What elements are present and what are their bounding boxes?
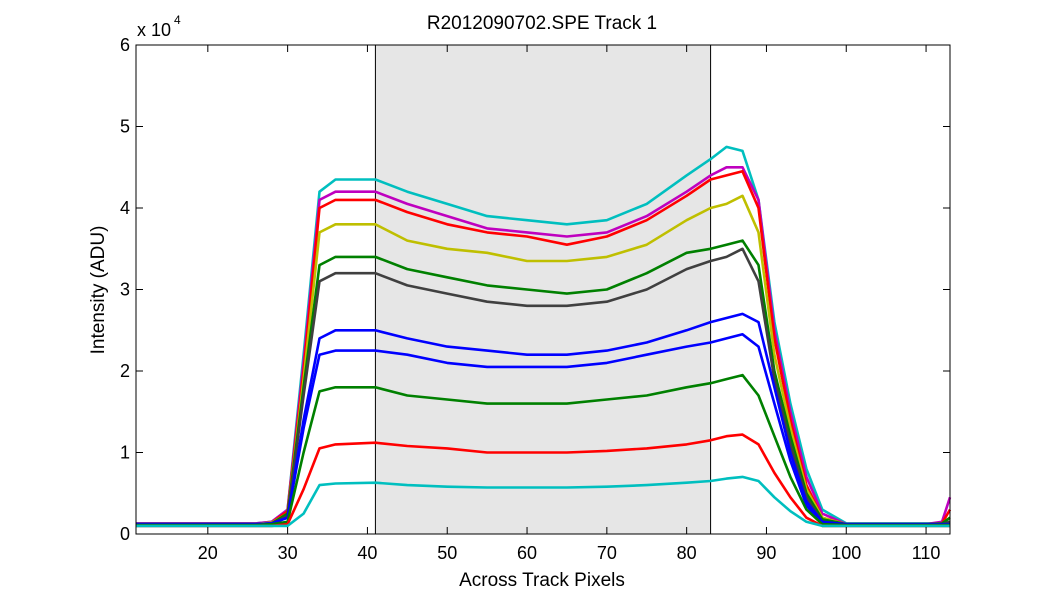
series-line-9 <box>136 373 950 527</box>
series-group <box>136 145 952 528</box>
y-tick-label: 2 <box>120 361 130 381</box>
y-multiplier-label: x 10 <box>137 20 171 40</box>
x-axis-label: Across Track Pixels <box>459 570 625 591</box>
chart-title: R2012090702.SPE Track 1 <box>427 13 657 34</box>
x-tick-label: 20 <box>198 543 218 563</box>
y-tick-label: 0 <box>120 524 130 544</box>
series-line-11 <box>136 475 950 528</box>
y-tick-label: 1 <box>120 443 130 463</box>
x-tick-label: 40 <box>357 543 377 563</box>
y-tick-label: 6 <box>120 35 130 55</box>
y-axis-label: Intensity (ADU) <box>88 226 109 355</box>
y-axis-ticks: 0 1 2 3 4 5 6 <box>120 35 950 544</box>
x-tick-label: 110 <box>912 543 941 563</box>
y-tick-label: 4 <box>120 198 130 218</box>
y-tick-label: 5 <box>120 117 130 137</box>
x-tick-label: 70 <box>597 543 617 563</box>
x-tick-label: 100 <box>831 543 861 563</box>
y-tick-label: 3 <box>120 280 130 300</box>
x-axis-ticks: 20 30 40 50 60 70 80 90 100 110 <box>198 45 941 563</box>
y-multiplier-exponent: 4 <box>174 13 181 27</box>
x-tick-label: 80 <box>677 543 697 563</box>
x-tick-label: 30 <box>278 543 298 563</box>
x-tick-label: 50 <box>437 543 457 563</box>
x-tick-label: 60 <box>517 543 537 563</box>
x-tick-label: 90 <box>756 543 776 563</box>
plot-area: 20 30 40 50 60 70 80 90 100 110 0 1 2 3 4 5 6 <box>120 35 952 563</box>
